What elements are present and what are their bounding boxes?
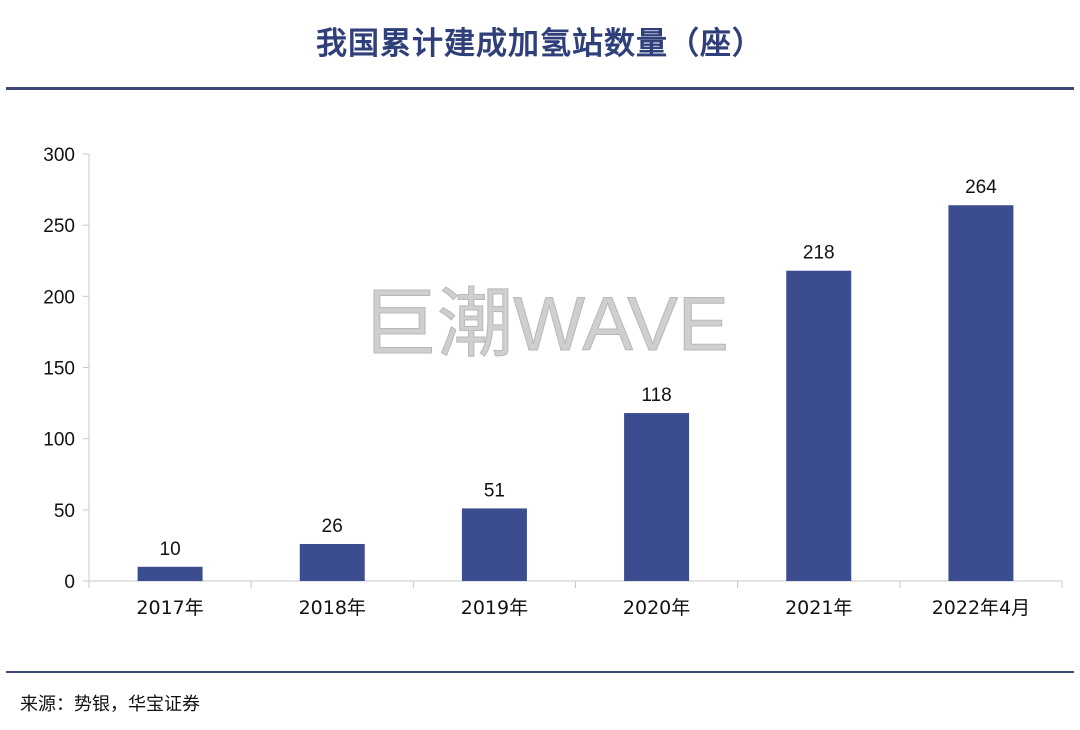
data-label: 218 <box>803 243 835 264</box>
bar-series: 10 26 51 118 218 264 <box>137 177 1014 582</box>
bar <box>948 205 1014 582</box>
y-tick-label: 0 <box>64 572 75 593</box>
data-label: 26 <box>322 516 343 537</box>
x-tick-label: 2019年 <box>461 597 528 619</box>
data-label: 264 <box>965 177 997 198</box>
chart-axes: 0 50 100 150 200 250 300 2017年 2018年 2019年 2020年 20… <box>43 145 1063 619</box>
bar <box>786 270 852 581</box>
bottom-divider <box>6 671 1074 673</box>
x-tick-label: 2022年4月 <box>932 597 1030 619</box>
top-divider <box>6 87 1074 90</box>
watermark-text: 巨潮WAVE <box>361 282 728 367</box>
x-tick-label: 2020年 <box>623 597 690 619</box>
source-note: 来源：势银，华宝证券 <box>20 694 200 715</box>
y-tick-label: 250 <box>43 216 75 237</box>
bar <box>461 508 527 581</box>
data-label: 118 <box>641 385 671 406</box>
y-tick-label: 100 <box>43 430 75 451</box>
x-tick-label: 2021年 <box>785 597 852 619</box>
x-tick-label: 2018年 <box>299 597 366 619</box>
x-tick-label: 2017年 <box>136 597 203 619</box>
bar <box>624 413 690 581</box>
chart-title: 我国累计建成加氢站数量（座） <box>316 26 764 62</box>
y-tick-label: 200 <box>43 287 75 308</box>
y-tick-label: 300 <box>43 145 75 166</box>
bar <box>299 543 365 581</box>
bar-chart: 0 50 100 150 200 250 300 2017年 2018年 2019年 2020年 20… <box>43 145 1063 619</box>
data-label: 10 <box>160 539 181 560</box>
y-tick-label: 150 <box>43 359 75 380</box>
data-label: 51 <box>484 480 505 501</box>
bar <box>137 566 203 581</box>
y-tick-label: 50 <box>54 501 75 522</box>
